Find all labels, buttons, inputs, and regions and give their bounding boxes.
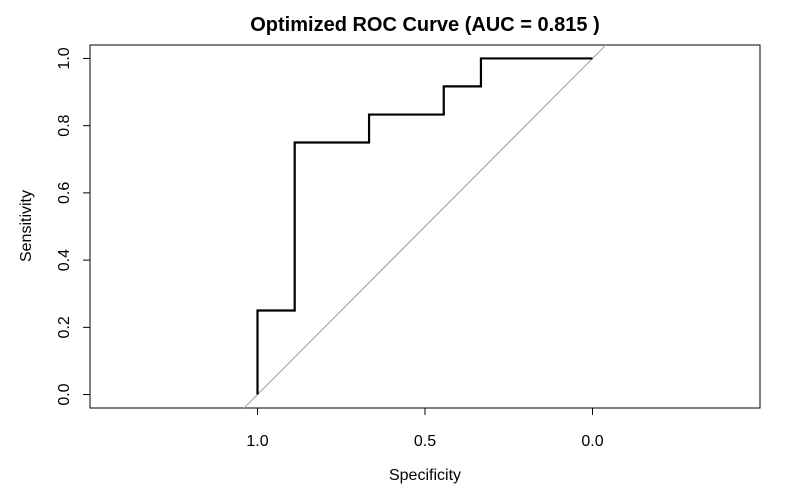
series-group: [256, 57, 593, 395]
x-axis: 1.0 0.5 0.0: [246, 407, 604, 450]
y-tick-label: 0.8: [56, 114, 73, 136]
y-tick-label: 1.0: [56, 47, 73, 69]
reference-line-group: [243, 44, 607, 409]
roc-curve-line: [256, 57, 593, 395]
y-tick-label: 0.4: [56, 249, 73, 271]
x-tick-label: 0.5: [414, 433, 436, 450]
y-axis: 0.0 0.2 0.4 0.6 0.8 1.0: [56, 47, 91, 406]
y-tick-label: 0.0: [56, 383, 73, 405]
x-axis-label: Specificity: [389, 467, 461, 484]
chart-title: Optimized ROC Curve (AUC = 0.815 ): [250, 14, 600, 36]
x-tick-label: 0.0: [581, 433, 603, 450]
y-axis-label: Sensitivity: [18, 190, 35, 262]
reference-diagonal-line: [243, 44, 607, 409]
y-tick-label: 0.6: [56, 182, 73, 204]
x-tick-label: 1.0: [246, 433, 268, 450]
y-tick-label: 0.2: [56, 316, 73, 338]
